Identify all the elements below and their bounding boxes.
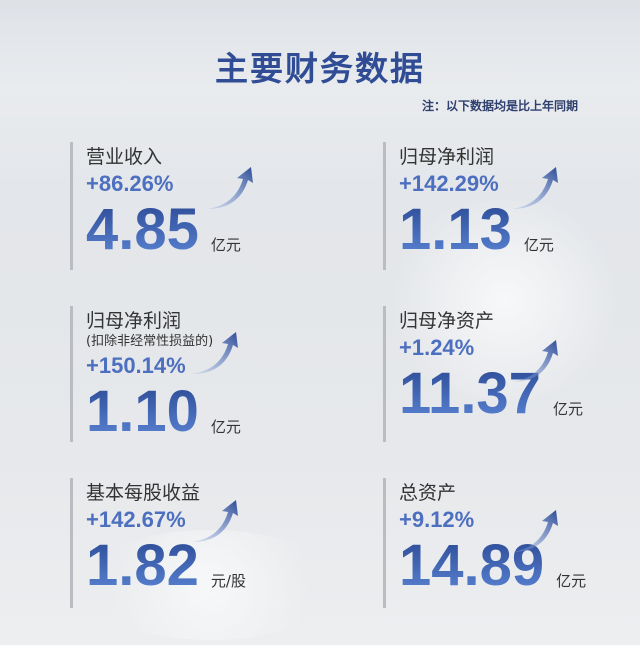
note-text: 注：以下数据均是比上年同期 — [421, 99, 578, 113]
metric-label: 基本每股收益 — [86, 482, 201, 504]
metric-change: +142.67% — [86, 507, 186, 532]
up-arrow-icon — [190, 330, 240, 380]
page-title: 主要财务数据 — [215, 49, 425, 88]
metric-value: 1.10 — [86, 379, 199, 444]
metric-label: 归母净利润 — [399, 146, 495, 168]
metric-label: 总资产 — [399, 482, 457, 504]
mountain-background — [0, 0, 640, 90]
up-arrow-icon — [190, 498, 240, 548]
metric-card: 基本每股收益 +142.67% 1.82 元/股 — [70, 478, 290, 608]
metric-value: 11.37 — [399, 361, 541, 426]
metric-change: +142.29% — [399, 171, 499, 196]
up-arrow-icon — [510, 508, 560, 558]
metric-unit: 亿元 — [210, 418, 241, 436]
metric-unit: 亿元 — [523, 236, 554, 254]
metric-card: 归母净利润 +142.29% 1.13 亿元 — [383, 142, 603, 270]
metric-unit: 亿元 — [552, 400, 583, 418]
up-arrow-icon — [205, 165, 255, 215]
metric-label: 归母净资产 — [399, 310, 495, 332]
metric-label: 归母净利润 — [86, 310, 182, 332]
cloud-decoration — [80, 530, 340, 640]
metric-card: 归母净资产 +1.24% 11.37 亿元 — [383, 306, 603, 442]
metric-sublabel: (扣除非经常性损益的) — [86, 334, 214, 349]
metric-card: 营业收入 +86.26% 4.85 亿元 — [70, 142, 290, 270]
metric-card: 归母净利润 (扣除非经常性损益的) +150.14% 1.10 亿元 — [70, 306, 290, 442]
metric-change: +1.24% — [399, 335, 475, 360]
metric-value: 14.89 — [399, 533, 545, 598]
metric-unit: 元/股 — [210, 572, 246, 590]
metric-value: 1.13 — [399, 197, 512, 262]
up-arrow-icon — [510, 338, 560, 388]
metric-label: 营业收入 — [86, 146, 163, 168]
metric-change: +150.14% — [86, 353, 186, 378]
metric-value: 1.82 — [86, 533, 199, 598]
metric-card: 总资产 +9.12% 14.89 亿元 — [383, 478, 603, 608]
metric-value: 4.85 — [86, 197, 199, 262]
cloud-decoration — [380, 200, 630, 400]
up-arrow-icon — [510, 165, 560, 215]
metric-unit: 亿元 — [210, 236, 241, 254]
metric-change: +86.26% — [86, 171, 174, 196]
metric-change: +9.12% — [399, 507, 475, 532]
metric-unit: 亿元 — [556, 572, 587, 590]
